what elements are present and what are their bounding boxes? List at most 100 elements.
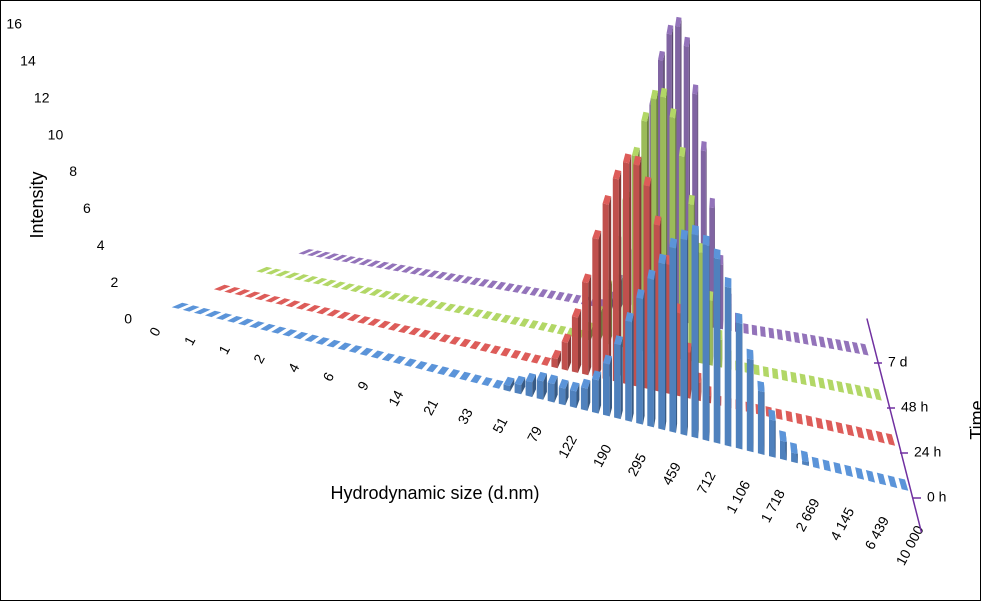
bar-front xyxy=(503,384,511,392)
bar xyxy=(757,380,765,455)
bar xyxy=(346,314,361,322)
bar xyxy=(776,329,783,341)
bar xyxy=(326,339,341,348)
bar-top xyxy=(851,341,860,354)
bar-top xyxy=(854,384,863,397)
bar-top xyxy=(462,307,475,316)
bar xyxy=(284,272,300,279)
bar-top xyxy=(743,323,749,334)
bar-top xyxy=(818,336,826,348)
bar-top xyxy=(561,333,572,343)
bar xyxy=(735,312,743,450)
bar xyxy=(315,251,331,258)
bar-top xyxy=(459,338,471,348)
bar-top xyxy=(479,343,491,352)
bar-top xyxy=(307,250,323,256)
bar-top xyxy=(800,450,809,463)
bar-top xyxy=(401,266,415,273)
bar xyxy=(811,456,820,469)
bar-side xyxy=(620,336,623,420)
bar-top xyxy=(503,283,515,292)
bar xyxy=(256,266,273,273)
bar xyxy=(336,311,351,319)
bar-top xyxy=(293,274,309,281)
bar xyxy=(865,428,875,441)
bar-top xyxy=(285,300,301,308)
bar-top xyxy=(643,176,652,187)
bar-side xyxy=(631,313,634,422)
bar xyxy=(495,281,507,290)
bar xyxy=(592,370,602,414)
bar-side xyxy=(557,351,562,369)
bar-top xyxy=(528,320,539,329)
bar-top xyxy=(295,302,311,310)
bar xyxy=(805,415,814,427)
bar-top xyxy=(724,276,732,289)
bar-top xyxy=(337,342,352,351)
bar-top xyxy=(772,368,779,380)
bar xyxy=(538,322,548,331)
bar-top xyxy=(381,353,395,362)
bar-top xyxy=(359,287,374,294)
bar-top xyxy=(826,337,835,350)
bar xyxy=(669,237,678,433)
bar-top xyxy=(680,229,688,241)
bar-top xyxy=(592,229,602,240)
bar-front xyxy=(602,203,609,380)
bar-side xyxy=(774,410,776,458)
bar-side xyxy=(567,334,572,371)
bar-top xyxy=(312,278,328,285)
bar-top xyxy=(546,290,557,299)
bar xyxy=(321,279,337,287)
bar-top xyxy=(547,323,557,333)
bar xyxy=(509,316,521,325)
bar-top xyxy=(495,281,507,290)
bar-top xyxy=(224,287,241,294)
bar xyxy=(444,273,456,281)
bar xyxy=(555,291,565,301)
bar xyxy=(384,263,398,270)
bar-front xyxy=(625,320,632,422)
bar-front xyxy=(746,358,754,453)
bar xyxy=(551,349,562,369)
bar-top xyxy=(691,224,699,236)
bar xyxy=(448,369,461,378)
bar-top xyxy=(387,323,401,331)
bar-side xyxy=(618,171,622,383)
bar xyxy=(541,356,552,366)
bar xyxy=(751,324,758,336)
bar-top xyxy=(636,288,645,300)
bar xyxy=(779,430,787,461)
bar-side xyxy=(588,274,592,376)
bar-top xyxy=(437,366,450,375)
bar xyxy=(743,323,749,334)
bar-side xyxy=(698,226,699,439)
bar-top xyxy=(265,296,281,303)
bar xyxy=(503,283,515,292)
bar-top xyxy=(835,339,843,351)
bar xyxy=(438,334,451,343)
bar xyxy=(785,410,793,423)
y-tick-label: 0 xyxy=(124,311,132,327)
bar xyxy=(425,300,438,308)
bar-front xyxy=(697,251,704,364)
bar xyxy=(835,339,843,351)
bar-top xyxy=(213,284,231,291)
bar-front xyxy=(780,440,787,461)
bar xyxy=(426,270,440,278)
bar-front xyxy=(582,281,589,376)
bar-top xyxy=(556,325,567,335)
bar xyxy=(746,348,754,453)
bar-top xyxy=(799,373,807,386)
bar-top xyxy=(392,355,406,364)
bar xyxy=(793,331,801,344)
bar-top xyxy=(625,312,634,323)
bar-top xyxy=(426,363,439,373)
bar xyxy=(768,327,775,339)
bar-top xyxy=(448,369,461,378)
bar-top xyxy=(658,253,667,265)
bar xyxy=(265,296,281,303)
bar-front xyxy=(558,387,566,406)
y-tick-label: 6 xyxy=(83,200,91,216)
bar xyxy=(315,337,330,345)
